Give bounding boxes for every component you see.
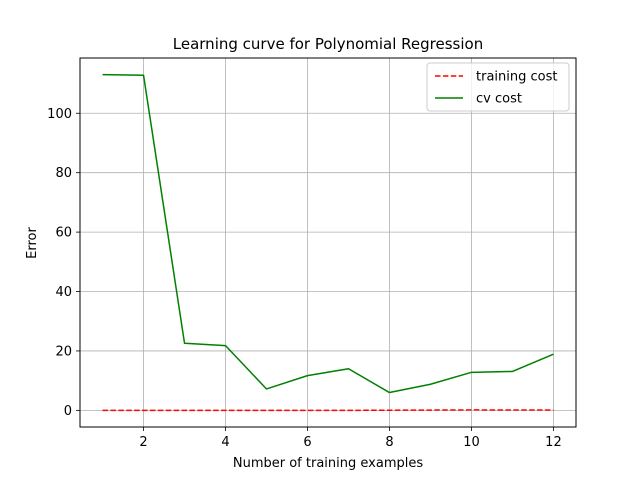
y-tick-label: 60: [55, 226, 72, 241]
x-tick-label: 2: [139, 435, 147, 450]
x-tick-label: 6: [303, 435, 311, 450]
series-layer: [102, 73, 554, 412]
y-tick-label: 0: [64, 404, 72, 419]
y-tick-label: 80: [55, 166, 72, 181]
y-tick-label: 20: [55, 344, 72, 359]
legend: training cost cv cost: [426, 62, 570, 112]
chart-title: Learning curve for Polynomial Regression: [173, 35, 483, 53]
x-tick-label: 12: [545, 435, 562, 450]
grid: [80, 58, 576, 427]
y-axis-label: Error: [25, 227, 40, 259]
legend-box: [426, 62, 570, 112]
legend-label: cv cost: [476, 92, 522, 107]
x-tick-label: 4: [221, 435, 229, 450]
legend-label: training cost: [476, 70, 557, 85]
x-tick-label: 10: [463, 435, 480, 450]
series-line-cv-cost: [102, 73, 554, 394]
x-tick-label: 8: [385, 435, 393, 450]
y-axis-ticks: 0 20 40 60 80 100: [47, 107, 80, 419]
y-tick-label: 100: [47, 107, 72, 122]
x-axis-label: Number of training examples: [233, 456, 423, 471]
x-axis-ticks: 2 4 6 8 10 12: [139, 427, 562, 450]
plot-frame: [79, 57, 577, 428]
y-tick-label: 40: [55, 285, 72, 300]
